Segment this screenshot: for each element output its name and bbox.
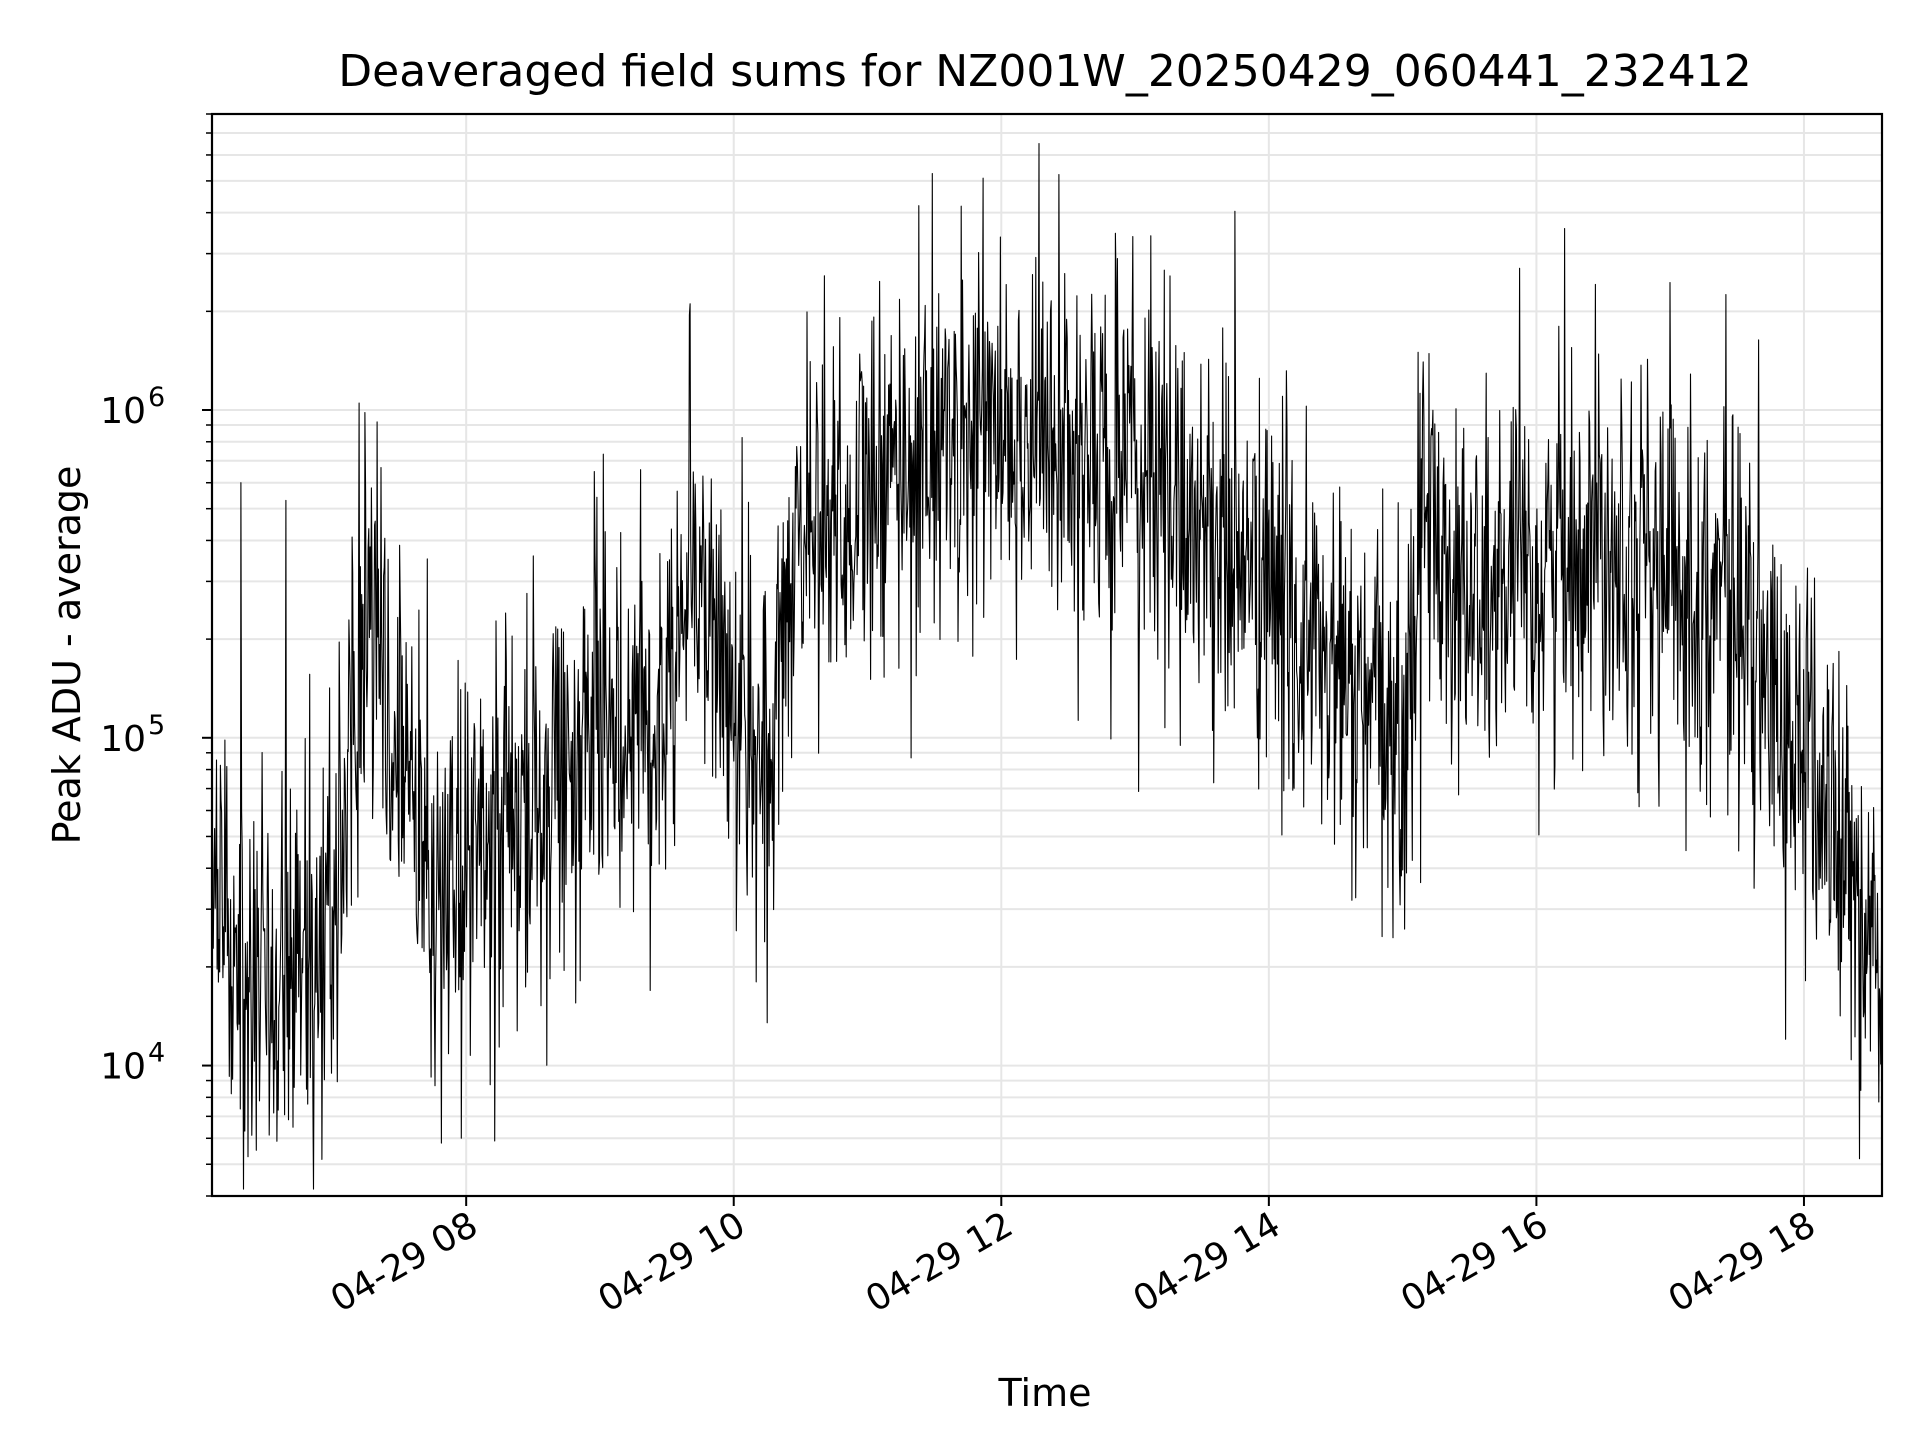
y-axis-label: Peak ADU - average (45, 466, 89, 845)
x-axis-label: Time (998, 1371, 1092, 1415)
chart-title: Deaveraged field sums for NZ001W_2025042… (338, 46, 1751, 97)
series-group (211, 143, 1883, 1190)
y-tick-exponent: 6 (148, 382, 165, 413)
y-tick-exponent: 4 (148, 1038, 165, 1069)
plot-frame (210, 112, 1884, 1198)
y-tick-label: 10 (100, 391, 146, 432)
series-line (211, 143, 1883, 1190)
y-tick-label: 10 (100, 719, 146, 760)
y-tick-label: 10 (100, 1047, 146, 1088)
y-tick-exponent: 5 (148, 710, 165, 741)
